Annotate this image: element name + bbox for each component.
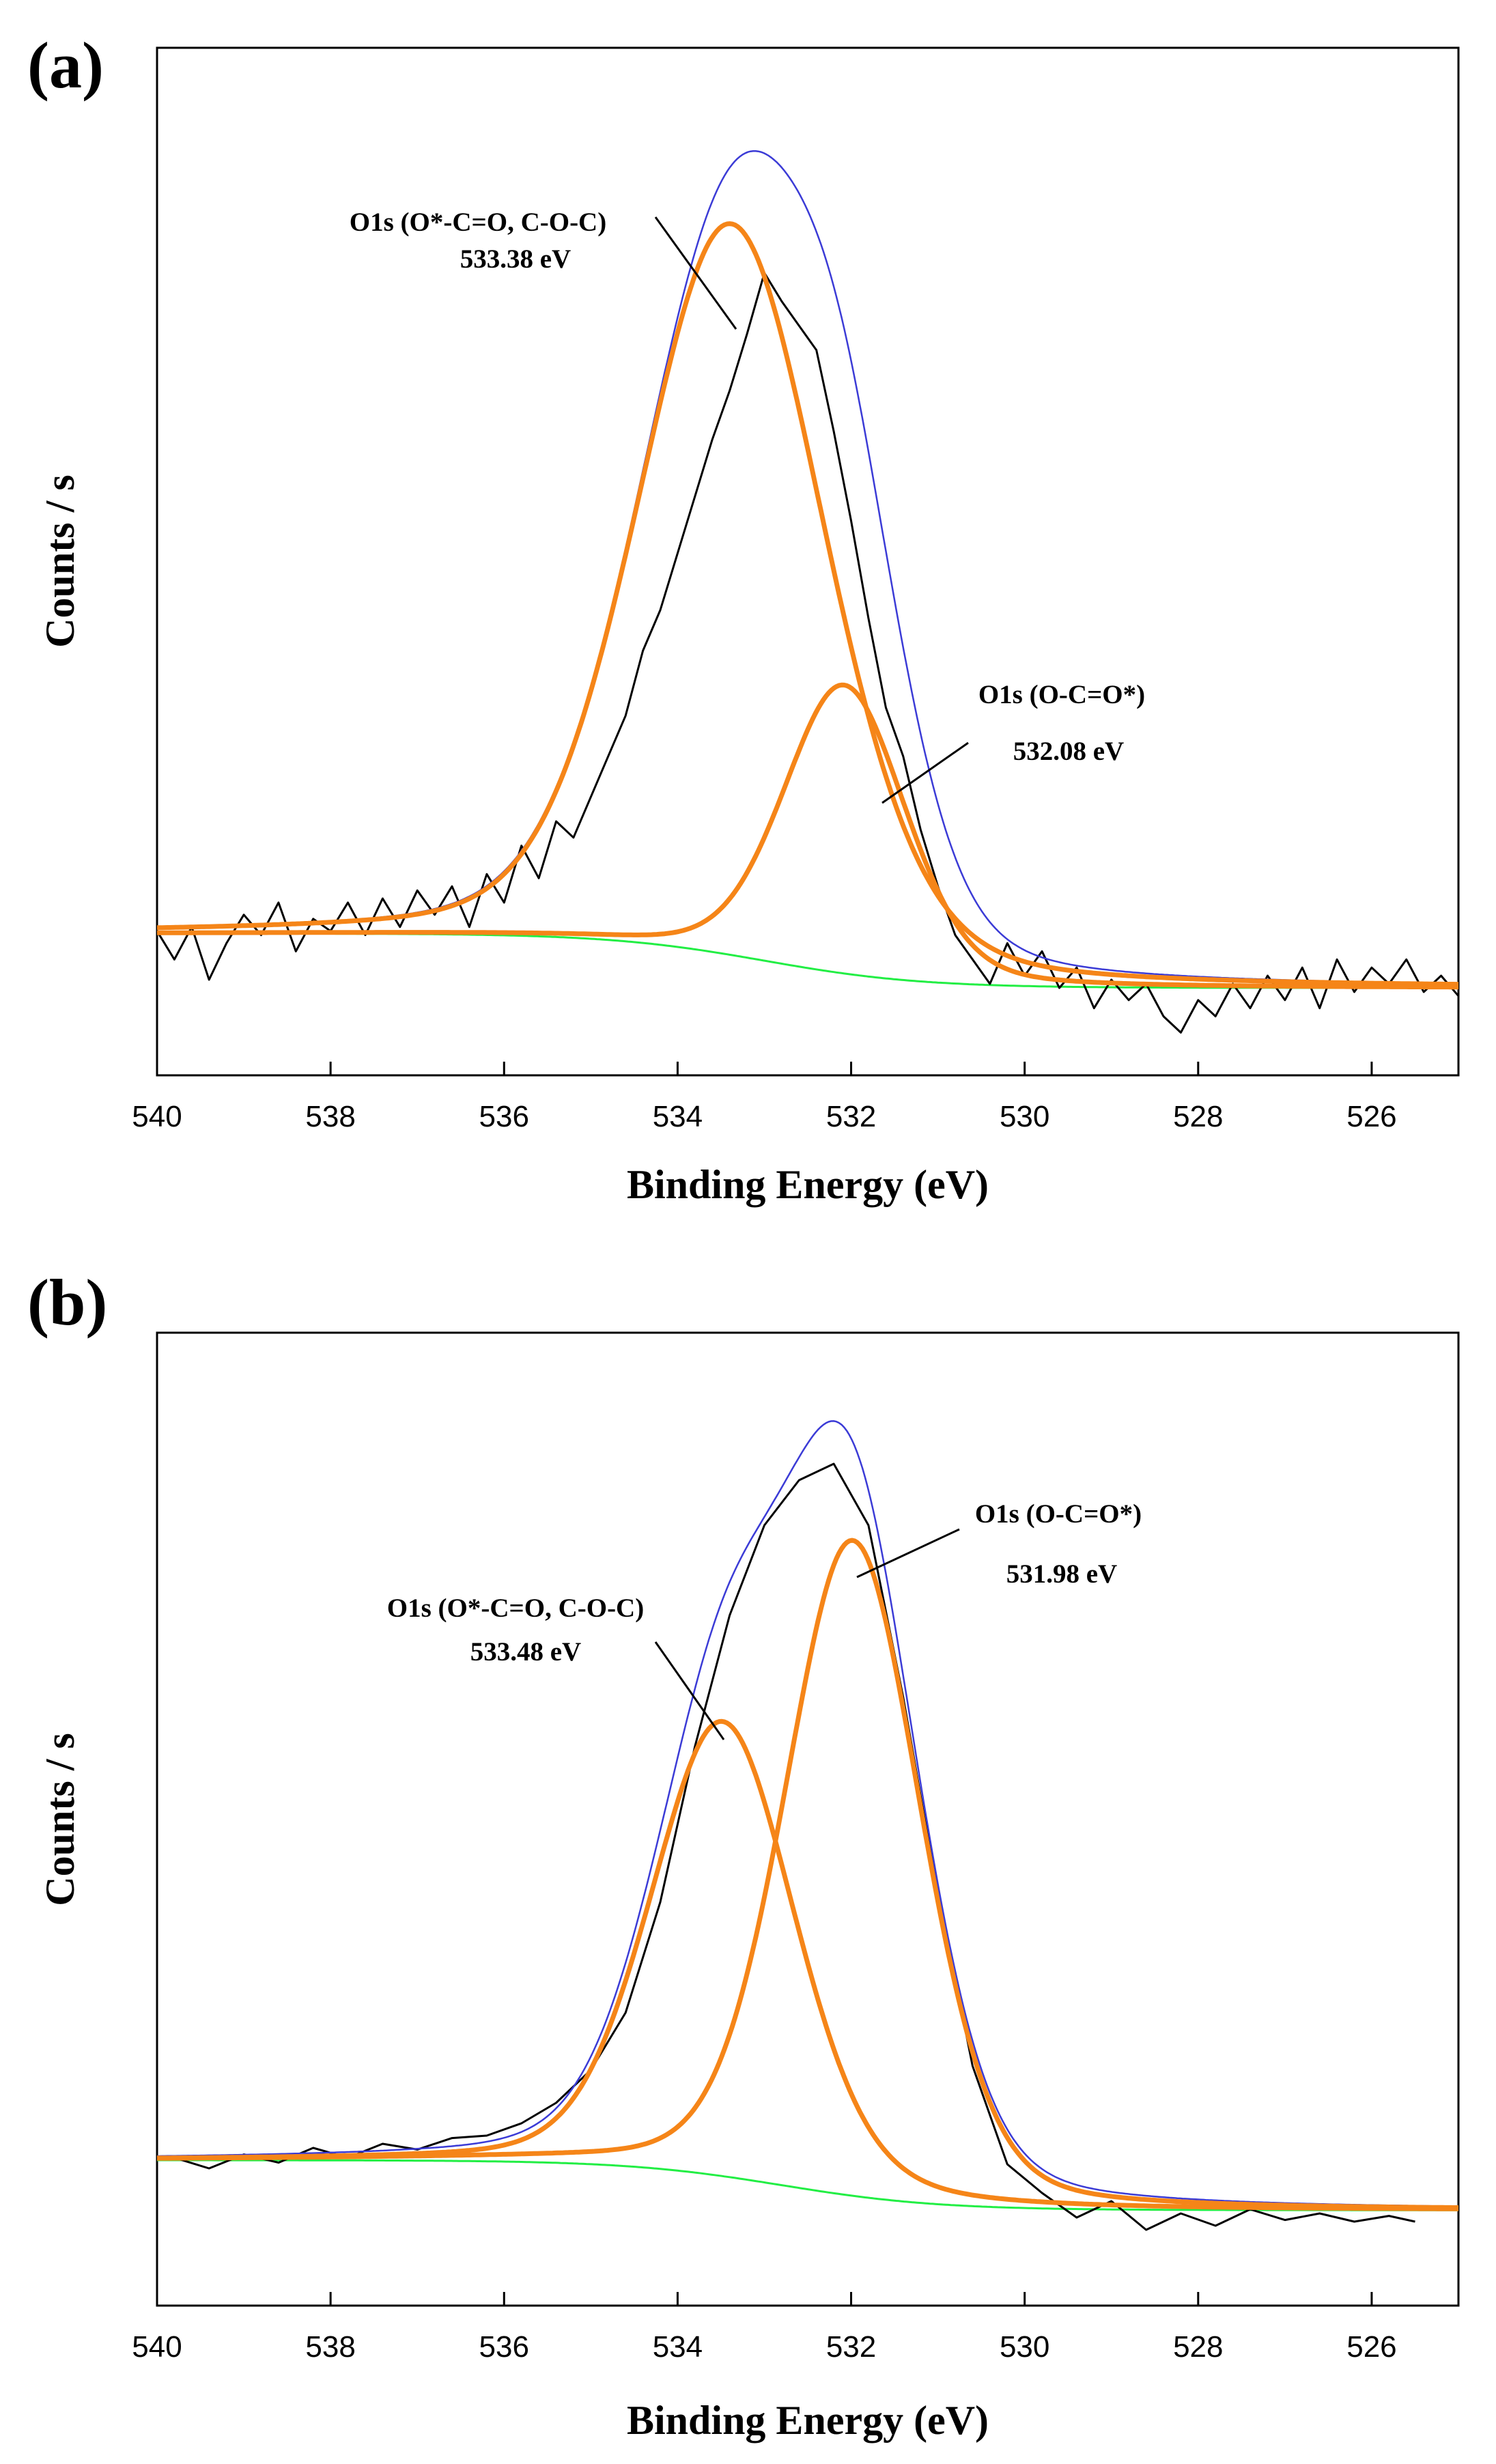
panel-a-curves <box>156 150 1460 1034</box>
panel-b-annotation-peak1-leader <box>654 1641 725 1740</box>
panel-b-x-tick-label: 530 <box>1000 2330 1049 2364</box>
panel-a-annotation-peak1-leader <box>654 216 737 330</box>
panel-b-annotation-peak1-energy: 533.48 eV <box>470 1637 581 1667</box>
panel-a-y-axis-title: Counts / s <box>38 475 83 647</box>
panel-b-annotation-peak2-energy: 531.98 eV <box>1006 1559 1117 1589</box>
panel-a-label: (a) <box>27 29 104 102</box>
panel-a-annotation-peak1-label: O1s (O*-C=O, C-O-C) <box>350 208 606 237</box>
panel-b-x-tick-label: 528 <box>1173 2330 1223 2364</box>
panel-a-annotation-peak2-energy: 532.08 eV <box>1013 737 1124 766</box>
panel-b-annotation-peak1-label: O1s (O*-C=O, C-O-C) <box>387 1594 644 1623</box>
panel-b-plot-frame <box>156 1331 1460 2307</box>
panel-a-annotation-peak2-label: O1s (O-C=O*) <box>978 680 1145 709</box>
panel-b-label: (b) <box>27 1266 107 1339</box>
panel-a: (a) 540 538 536 534 532 530 528 526 Bind… <box>27 29 1460 1207</box>
panel-b-envelope-fit <box>157 1420 1458 2207</box>
panel-a-x-ticks <box>156 1062 1373 1075</box>
panel-a-x-tick-label: 538 <box>305 1100 355 1133</box>
panel-a-fit-peak-1 <box>157 221 1458 987</box>
panel-b-x-tick-label: 532 <box>826 2330 876 2364</box>
panel-b-x-tick-label: 526 <box>1346 2330 1396 2364</box>
panel-b-x-ticks <box>156 2292 1373 2306</box>
panel-a-measured-spectrum <box>156 272 1460 1034</box>
panel-b-annotation-peak2-leader <box>856 1528 960 1578</box>
panel-b: (b) 540 538 536 534 532 530 528 526 Bind… <box>27 1266 1460 2443</box>
panel-a-x-tick-label: 534 <box>653 1100 703 1133</box>
panel-a-fit-peak-2 <box>156 682 1458 990</box>
panel-b-x-axis-title: Binding Energy (eV) <box>627 2398 989 2443</box>
panel-a-x-axis-title: Binding Energy (eV) <box>627 1162 989 1207</box>
panel-b-curves <box>156 1420 1458 2231</box>
panel-b-background-curve <box>157 2159 1458 2211</box>
panel-b-fit-peak-1 <box>157 1718 1458 2211</box>
panel-b-fit-peak-2 <box>156 1538 1458 2210</box>
panel-b-y-axis-title: Counts / s <box>38 1733 83 1906</box>
panel-a-x-tick-label: 528 <box>1173 1100 1223 1133</box>
panel-b-x-tick-labels: 540 538 536 534 532 530 528 526 <box>132 2330 1396 2364</box>
panel-b-measured-spectrum <box>173 1462 1415 2231</box>
panel-b-x-tick-label: 538 <box>305 2330 355 2364</box>
panel-a-envelope-fit <box>156 150 1459 985</box>
panel-a-plot-frame <box>156 46 1460 1077</box>
panel-a-x-tick-label: 530 <box>1000 1100 1049 1133</box>
panel-a-x-tick-labels: 540 538 536 534 532 530 528 526 <box>132 1100 1396 1133</box>
panel-a-x-tick-label: 540 <box>132 1100 182 1133</box>
panel-b-x-tick-label: 540 <box>132 2330 182 2364</box>
panel-a-annotation-peak1-energy: 533.38 eV <box>460 244 571 274</box>
panel-a-annotation-peak2-leader <box>881 741 969 804</box>
panel-a-x-tick-label: 532 <box>826 1100 876 1133</box>
panel-b-x-tick-label: 536 <box>479 2330 529 2364</box>
panel-a-x-tick-label: 526 <box>1346 1100 1396 1133</box>
panel-b-annotation-peak2-label: O1s (O-C=O*) <box>975 1499 1142 1529</box>
panel-a-x-tick-label: 536 <box>479 1100 529 1133</box>
panel-b-x-tick-label: 534 <box>653 2330 703 2364</box>
